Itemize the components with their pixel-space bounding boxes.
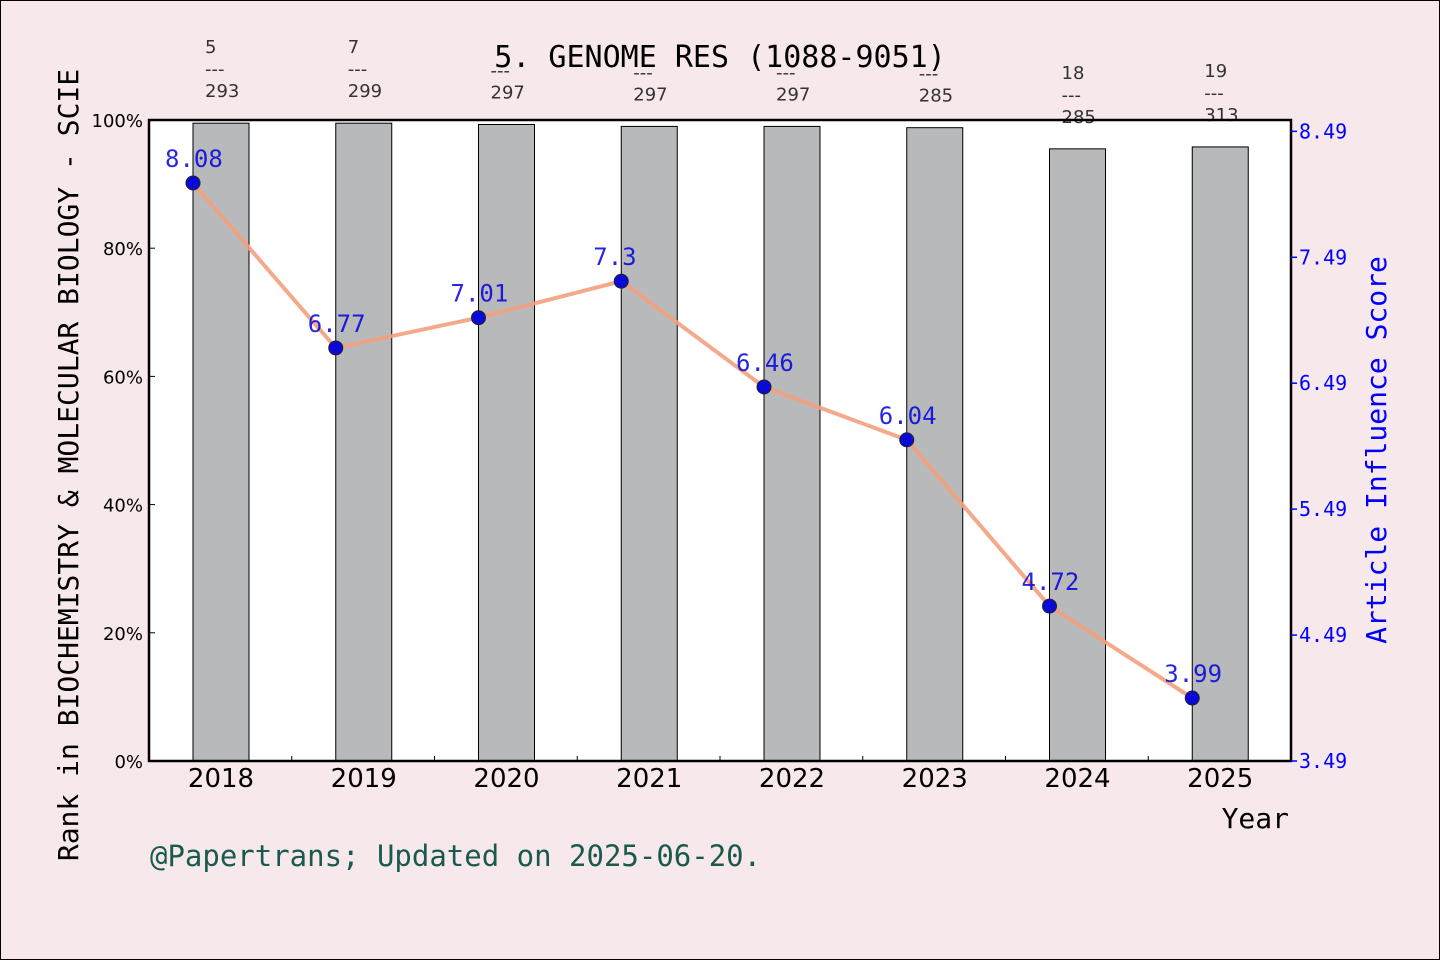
x-tick-label: 2025 — [1187, 764, 1253, 794]
bar-2023 — [906, 127, 964, 762]
x-tick-label: 2024 — [1044, 764, 1110, 794]
ais-point-2020 — [471, 310, 486, 326]
footer-credit: @Papertrans; Updated on 2025-06-20. — [150, 839, 761, 873]
left-tick-label: 80% — [103, 239, 143, 260]
left-tick-label: 40% — [103, 496, 143, 517]
rank-label-2024: 18 — [1062, 63, 1085, 84]
right-tick-label: 4.49 — [1299, 623, 1347, 647]
ais-value-label-2022: 6.46 — [736, 349, 794, 377]
left-axis-label: Rank in BIOCHEMISTRY & MOLECULAR BIOLOGY… — [52, 69, 85, 861]
rank-sep-2023: --- — [919, 64, 939, 85]
right-tick-label: 3.49 — [1299, 749, 1347, 773]
x-tick-label: 2018 — [188, 764, 254, 794]
left-tick-label: 100% — [92, 111, 143, 132]
bar-2022 — [763, 125, 821, 762]
right-axis-label: Article Influence Score — [1360, 256, 1393, 644]
rank-total-2019: 299 — [348, 81, 382, 102]
x-tick-label: 2022 — [759, 764, 825, 794]
bar-2018 — [192, 122, 250, 762]
ais-point-2021 — [613, 273, 629, 289]
chart-title: 5. GENOME RES (1088-9051) — [494, 40, 946, 75]
left-tick-label: 60% — [103, 367, 143, 388]
rank-sep-2024: --- — [1062, 85, 1082, 106]
x-tick-label: 2019 — [331, 764, 397, 794]
markers-layer — [185, 175, 1200, 706]
right-tick-label: 7.49 — [1299, 245, 1347, 269]
ais-value-label-2021: 7.3 — [593, 243, 636, 271]
x-tick-label: 2023 — [902, 764, 968, 794]
rank-labels-layer: 5---2937---299---297---297---297---28518… — [205, 37, 1239, 128]
bar-2019 — [335, 122, 393, 762]
right-axis-ticks: 3.49 4.49 5.49 6.49 7.49 8.49 — [1291, 119, 1347, 773]
ais-value-label-2018: 8.08 — [165, 145, 223, 173]
ais-point-2024 — [1042, 598, 1057, 614]
x-axis-label: Year — [1222, 802, 1289, 835]
rank-label-2019: 7 — [348, 37, 359, 58]
left-tick-label: 0% — [114, 752, 143, 773]
rank-sep-2018: --- — [205, 59, 225, 80]
ais-value-label-2024: 4.72 — [1022, 568, 1080, 596]
rank-sep-2019: --- — [348, 59, 368, 80]
right-tick-label: 6.49 — [1299, 371, 1347, 395]
left-tick-label: 20% — [103, 624, 143, 645]
ais-line — [191, 181, 1194, 700]
ais-point-2022 — [756, 379, 772, 395]
bar-2025 — [1191, 146, 1249, 762]
x-axis-ticks: 2018 2019 2020 2021 2022 2023 2024 2025 — [188, 756, 1253, 794]
right-tick-label: 8.49 — [1299, 119, 1347, 143]
rank-sep-2025: --- — [1204, 83, 1224, 104]
bar-2020 — [478, 123, 535, 762]
rank-total-2023: 285 — [919, 86, 953, 107]
ais-value-label-2020: 7.01 — [451, 280, 509, 308]
rank-total-2018: 293 — [205, 81, 239, 102]
ais-value-label-2025: 3.99 — [1164, 660, 1222, 688]
x-tick-label: 2021 — [616, 764, 682, 794]
bar-2021 — [620, 125, 678, 762]
rank-total-2025: 313 — [1204, 105, 1238, 126]
plot-area — [149, 120, 1291, 761]
right-tick-label: 5.49 — [1299, 497, 1347, 521]
bar-2024 — [1049, 148, 1106, 762]
rank-total-2022: 297 — [776, 84, 810, 105]
ais-point-2025 — [1184, 690, 1200, 706]
rank-total-2020: 297 — [491, 82, 525, 103]
ais-point-2018 — [185, 175, 201, 191]
rank-sep-2022: --- — [776, 62, 796, 83]
x-tick-label: 2020 — [473, 764, 539, 794]
rank-label-2025: 19 — [1204, 61, 1227, 82]
ais-point-2019 — [328, 340, 344, 356]
rank-total-2021: 297 — [633, 84, 667, 105]
rank-total-2024: 285 — [1062, 107, 1096, 128]
ais-point-2023 — [899, 432, 915, 448]
left-axis-ticks: 0% 20% 40% 60% 80% 100% — [92, 111, 155, 773]
ais-value-label-2023: 6.04 — [879, 402, 937, 430]
ais-value-label-2019: 6.77 — [308, 310, 366, 338]
rank-sep-2021: --- — [633, 62, 653, 83]
rank-sep-2020: --- — [491, 60, 511, 81]
value-labels-layer: 8.08 6.77 7.01 7.3 6.46 6.04 4.72 3.99 — [165, 145, 1222, 688]
line-layer — [191, 181, 1194, 700]
rank-label-2018: 5 — [205, 37, 216, 58]
